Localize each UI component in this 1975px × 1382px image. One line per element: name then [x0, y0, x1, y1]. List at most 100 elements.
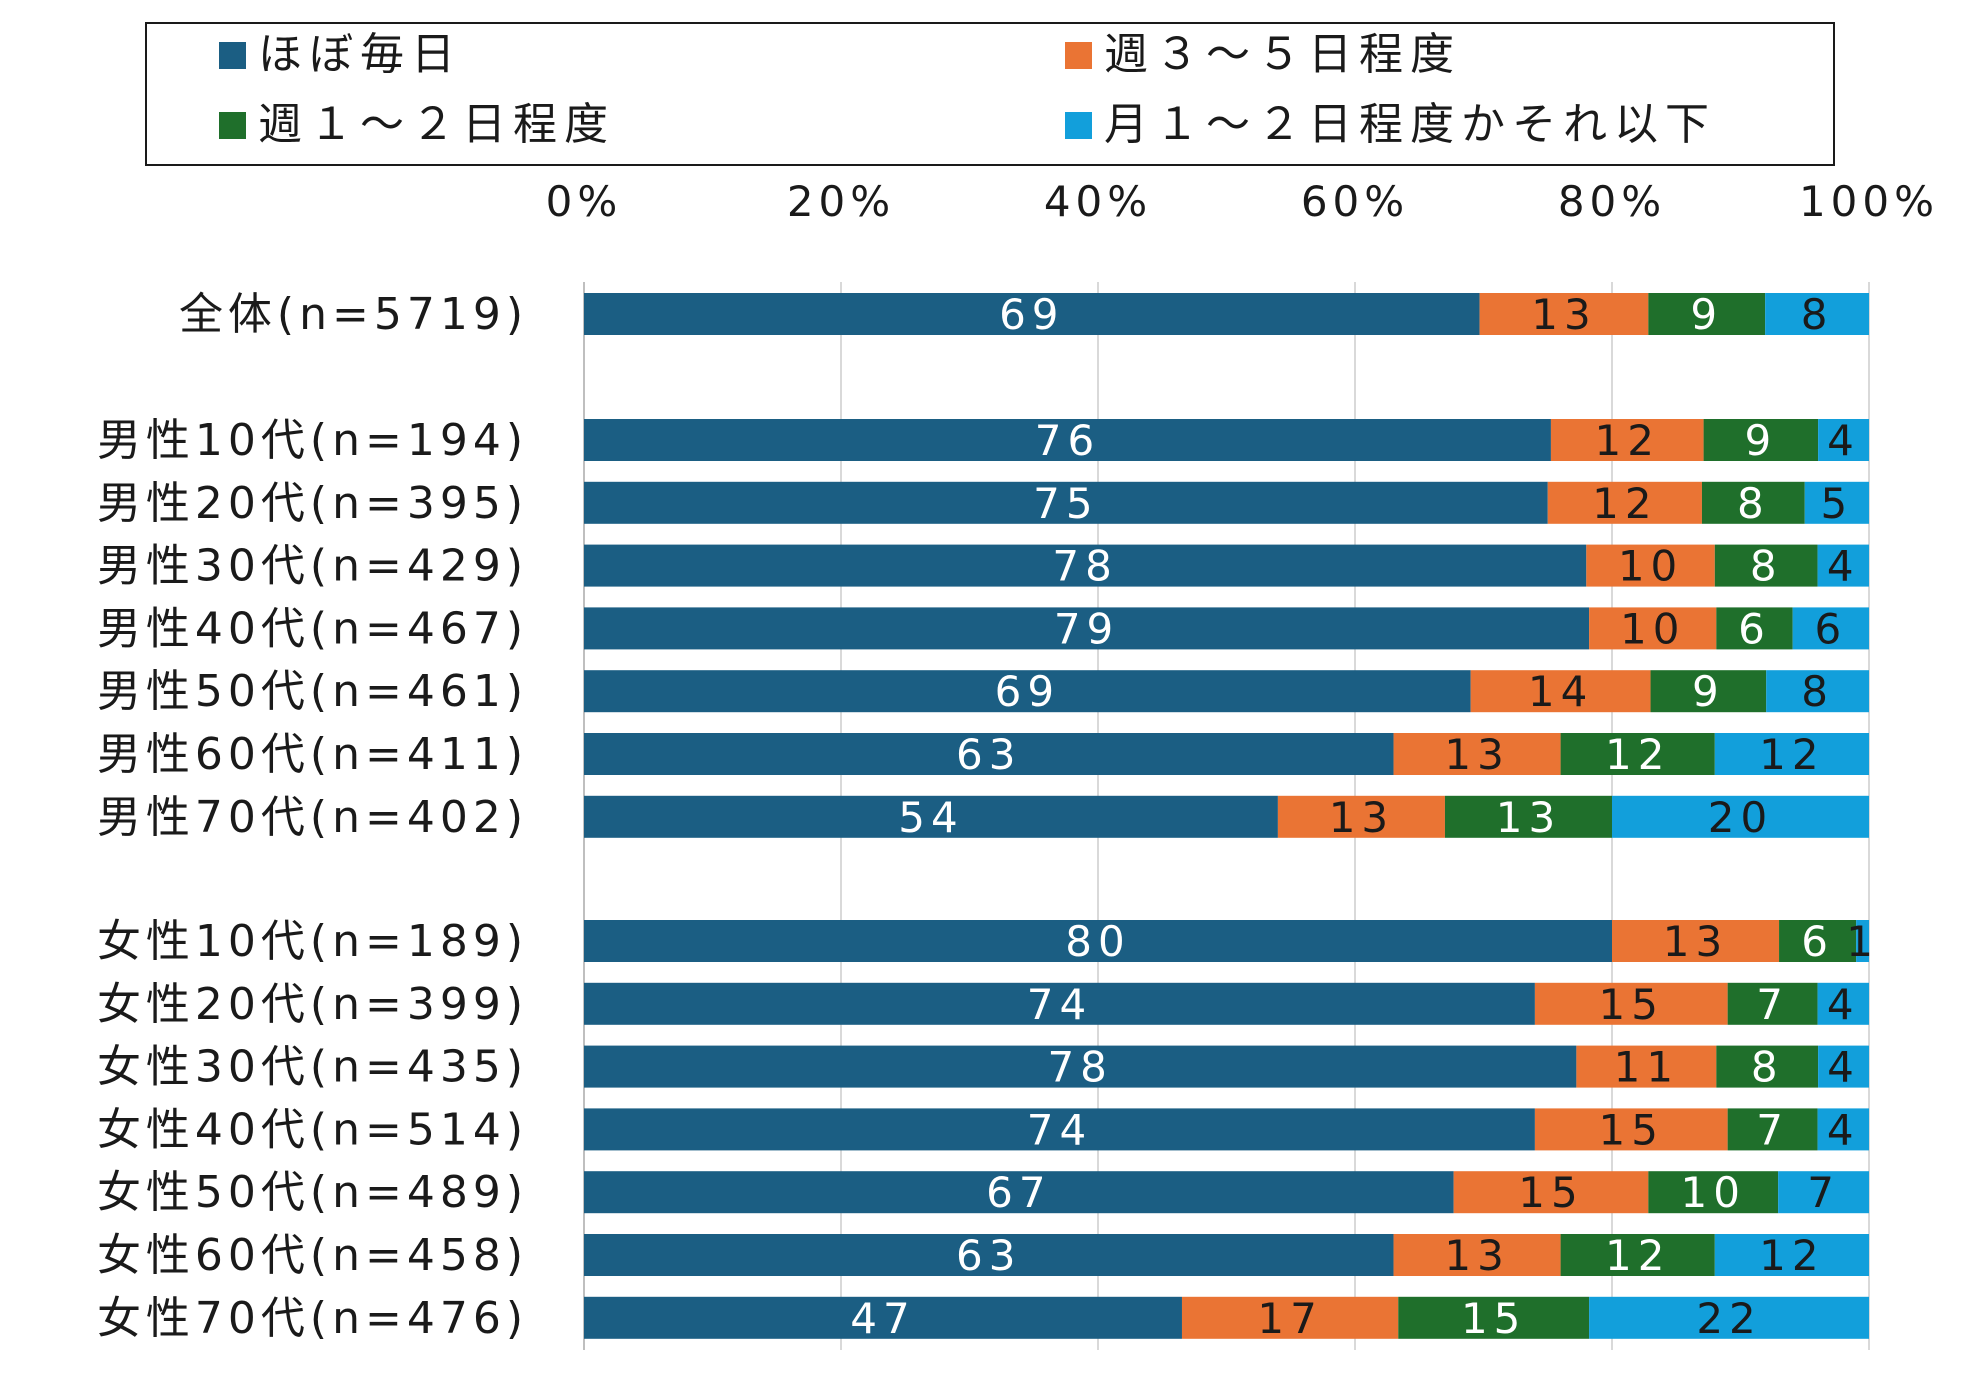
- bar-segment-2: [1648, 1171, 1779, 1214]
- data-label: 12: [1605, 1231, 1670, 1280]
- x-tick-label: 60%: [1301, 177, 1409, 226]
- data-label: 6: [1801, 917, 1834, 966]
- category-label: 男性70代(n=402): [97, 792, 528, 843]
- category-label: 女性30代(n=435): [97, 1042, 528, 1093]
- bar-segment-0: [584, 733, 1394, 775]
- data-label: 4: [1827, 1105, 1860, 1154]
- data-label: 4: [1827, 416, 1860, 465]
- bar-segment-1: [1393, 1234, 1561, 1276]
- x-tick-label: 80%: [1558, 177, 1666, 226]
- bar-segment-1: [1586, 544, 1715, 587]
- bar-segment-1: [1612, 920, 1780, 962]
- legend-item-series-0: ほぼ毎日: [219, 30, 462, 80]
- data-label: 7: [1756, 980, 1789, 1029]
- data-label: 12: [1759, 730, 1824, 779]
- data-label: 63: [956, 1231, 1021, 1280]
- data-label: 17: [1257, 1294, 1322, 1343]
- data-label: 14: [1528, 667, 1593, 716]
- bar-segment-1: [1453, 1171, 1649, 1214]
- category-label: 全体(n=5719): [179, 289, 528, 340]
- data-label: 78: [1052, 542, 1117, 591]
- data-label: 4: [1827, 980, 1860, 1029]
- bar-segment-1: [1534, 1108, 1728, 1151]
- bar-segment-3: [1817, 1108, 1869, 1151]
- data-label: 1: [1846, 917, 1879, 966]
- bar-segment-3: [1589, 1296, 1869, 1339]
- bar-segment-3: [1792, 607, 1869, 650]
- bar-segment-2: [1650, 670, 1767, 713]
- data-label: 10: [1681, 1168, 1746, 1217]
- bar-segment-1: [1547, 481, 1702, 524]
- bar-segment-1: [1550, 419, 1704, 461]
- data-label: 13: [1444, 730, 1509, 779]
- bar-segment-2: [1648, 293, 1766, 335]
- x-tick-label: 100%: [1799, 177, 1939, 226]
- data-label: 4: [1827, 542, 1860, 591]
- data-label: 15: [1461, 1294, 1526, 1343]
- bar-segment-1: [1479, 293, 1649, 335]
- data-label: 13: [1329, 793, 1394, 842]
- bar-segment-2: [1714, 544, 1818, 587]
- legend-label-1: 週３～５日程度: [1104, 29, 1461, 80]
- bar-segment-1: [1576, 1045, 1717, 1088]
- bar-segment-2: [1560, 1234, 1715, 1276]
- bar-segment-3: [1714, 1234, 1869, 1276]
- legend-swatch-2: [219, 111, 246, 139]
- bar-segment-3: [1804, 481, 1869, 524]
- category-label: 男性50代(n=461): [97, 666, 528, 717]
- bar-segment-0: [584, 795, 1278, 838]
- data-label: 7: [1756, 1105, 1789, 1154]
- legend-item-series-3: 月１～２日程度かそれ以下: [1065, 100, 1716, 150]
- category-label: 男性40代(n=467): [97, 603, 528, 654]
- data-label: 9: [1692, 667, 1725, 716]
- legend-label-2: 週１～２日程度: [258, 99, 615, 150]
- data-label: 12: [1759, 1231, 1824, 1280]
- bar-segment-0: [584, 481, 1548, 524]
- data-label: 6: [1814, 604, 1847, 653]
- bar-segment-1: [1181, 1296, 1399, 1339]
- legend-label-3: 月１～２日程度かそれ以下: [1104, 99, 1716, 150]
- bar-segment-0: [584, 1296, 1182, 1339]
- bar-segment-0: [584, 1108, 1535, 1151]
- data-label: 5: [1821, 479, 1854, 528]
- data-label: 4: [1827, 1043, 1860, 1092]
- data-label: 79: [1054, 604, 1119, 653]
- data-label: 7: [1807, 1168, 1840, 1217]
- data-label: 13: [1444, 1231, 1509, 1280]
- bar-segment-3: [1778, 1171, 1869, 1214]
- bar-segment-0: [584, 607, 1590, 650]
- data-label: 15: [1599, 980, 1664, 1029]
- bar-segment-3: [1817, 544, 1869, 587]
- bar-segment-2: [1701, 481, 1805, 524]
- bar-segment-0: [584, 1171, 1454, 1214]
- data-label: 80: [1065, 917, 1130, 966]
- legend-item-series-2: 週１～２日程度: [219, 100, 615, 150]
- bar-segment-2: [1703, 419, 1819, 461]
- data-label: 22: [1696, 1294, 1761, 1343]
- category-label: 女性50代(n=489): [97, 1167, 528, 1218]
- data-label: 12: [1592, 479, 1657, 528]
- bar-segment-3: [1818, 1045, 1869, 1088]
- bar-segment-0: [584, 293, 1480, 335]
- bar-segment-3: [1612, 795, 1869, 838]
- bar-segment-2: [1727, 982, 1818, 1025]
- bar-segment-0: [584, 982, 1535, 1025]
- bar-segment-2: [1727, 1108, 1818, 1151]
- bar-segment-0: [584, 670, 1471, 713]
- data-label: 47: [850, 1294, 915, 1343]
- data-label: 12: [1595, 416, 1660, 465]
- legend-swatch-3: [1065, 111, 1092, 139]
- bar-segment-0: [584, 1234, 1394, 1276]
- data-label: 13: [1663, 917, 1728, 966]
- category-label: 女性10代(n=189): [97, 916, 528, 967]
- x-tick-label: 40%: [1044, 177, 1152, 226]
- bar-segment-3: [1818, 419, 1869, 461]
- bar-segment-1: [1393, 733, 1561, 775]
- data-label: 69: [995, 667, 1060, 716]
- bar-segment-0: [584, 920, 1612, 962]
- bar-segment-3: [1714, 733, 1869, 775]
- data-label: 13: [1531, 290, 1596, 339]
- bar-segment-1: [1470, 670, 1651, 713]
- data-label: 13: [1496, 793, 1561, 842]
